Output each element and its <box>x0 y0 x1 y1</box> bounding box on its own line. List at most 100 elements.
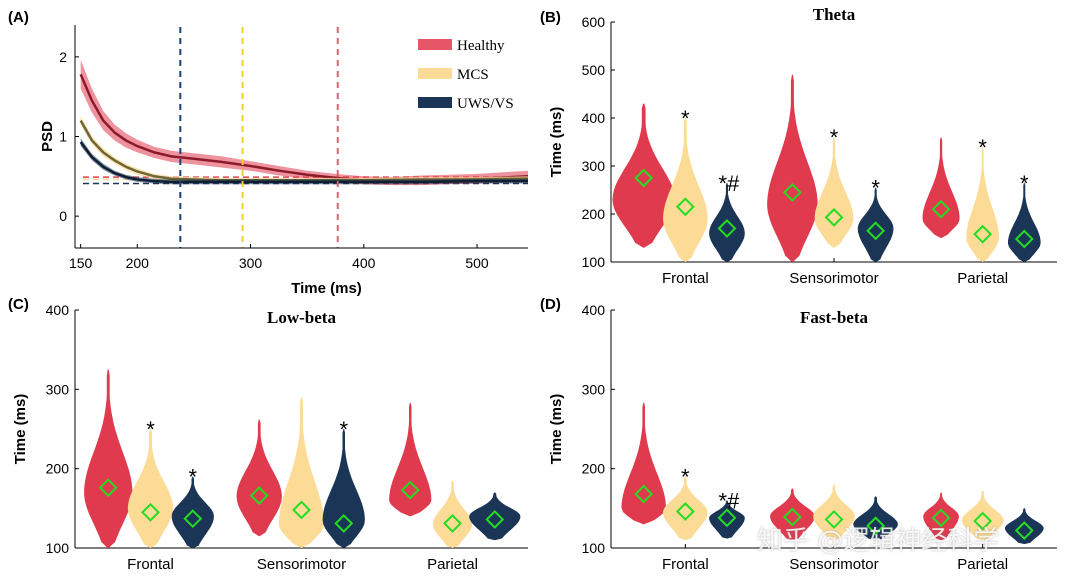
violin-uws <box>857 187 894 262</box>
y-tick-label: 100 <box>46 540 70 556</box>
y-tick-label: 0 <box>59 208 67 224</box>
category-label-frontal: Frontal <box>662 270 709 287</box>
mean-marker <box>141 502 160 522</box>
violin-healthy <box>621 402 666 525</box>
y-axis-label: Time (ms) <box>12 394 29 465</box>
violin-healthy <box>767 74 818 262</box>
y-tick-label: 400 <box>582 110 606 126</box>
legend-label-uws: UWS/VS <box>457 96 514 112</box>
category-label-parietal: Parietal <box>957 556 1008 573</box>
panel-label-c: (C) <box>8 296 29 313</box>
significance-mark: * <box>871 176 880 201</box>
legend-swatch-mcs <box>418 68 452 79</box>
band-healthy <box>80 60 528 186</box>
violin-uws <box>469 492 521 541</box>
y-tick-label: 200 <box>582 461 606 477</box>
mean-marker <box>717 218 737 238</box>
mean-marker <box>292 500 311 520</box>
panel-title: Theta <box>813 5 856 24</box>
category-label-frontal: Frontal <box>662 556 709 573</box>
violin-healthy <box>612 103 675 248</box>
x-tick-label: 150 <box>69 255 93 271</box>
violin-mcs <box>966 146 999 262</box>
y-tick-label: 600 <box>582 14 606 30</box>
y-tick-label: 100 <box>582 254 606 270</box>
y-tick-label: 300 <box>582 381 606 397</box>
mean-marker <box>866 516 886 536</box>
category-label-parietal: Parietal <box>427 556 478 573</box>
violin-uws <box>171 476 214 548</box>
y-tick-label: 2 <box>59 49 67 65</box>
series-line-healthy <box>79 73 529 183</box>
significance-mark: * <box>681 106 690 131</box>
panel-title: Low-beta <box>267 308 336 327</box>
category-label-frontal: Frontal <box>127 556 174 573</box>
mean-marker <box>485 510 505 529</box>
x-tick-label: 200 <box>126 255 150 271</box>
mean-marker <box>98 478 118 498</box>
y-tick-label: 300 <box>582 158 606 174</box>
violin-uws <box>709 500 745 539</box>
mean-marker <box>1014 521 1034 540</box>
series-line-uws <box>79 141 528 184</box>
mean-marker <box>443 513 462 533</box>
significance-mark: * <box>339 417 348 442</box>
legend-label-mcs: MCS <box>457 67 489 83</box>
y-axis-label: Time (ms) <box>548 107 565 178</box>
y-tick-label: 300 <box>46 381 70 397</box>
violin-mcs <box>961 490 1004 541</box>
mean-marker <box>675 502 695 521</box>
violin-mcs <box>814 137 854 248</box>
mean-marker <box>824 510 844 529</box>
significance-mark: * <box>978 135 987 160</box>
mean-marker <box>183 509 203 529</box>
watermark-text: 知乎 @逻辑神经科学 <box>757 526 1000 556</box>
category-label-sensorimotor: Sensorimotor <box>789 556 878 573</box>
y-tick-label: 400 <box>582 302 606 318</box>
significance-mark: * <box>681 465 690 490</box>
significance-mark: *# <box>719 488 741 513</box>
y-tick-label: 500 <box>582 62 606 78</box>
y-tick-label: 100 <box>582 540 606 556</box>
violin-healthy <box>389 402 432 517</box>
mean-marker <box>782 507 802 527</box>
significance-mark: * <box>830 125 839 150</box>
band-uws <box>80 138 528 185</box>
violin-uws <box>709 182 745 262</box>
mean-marker <box>400 480 420 500</box>
violin-uws <box>1005 508 1044 544</box>
x-tick-label: 500 <box>465 255 489 271</box>
violin-healthy <box>84 369 133 548</box>
y-tick-label: 200 <box>46 461 70 477</box>
panel-label-b: (B) <box>540 9 561 26</box>
category-label-sensorimotor: Sensorimotor <box>257 556 346 573</box>
y-tick-label: 1 <box>59 129 67 145</box>
violin-uws <box>322 429 365 548</box>
violin-mcs <box>278 397 325 548</box>
x-tick-label: 400 <box>352 255 376 271</box>
significance-mark: * <box>146 417 155 442</box>
panel-title: Fast-beta <box>800 308 868 327</box>
legend-swatch-healthy <box>418 39 452 50</box>
y-axis-label: PSD <box>39 121 56 152</box>
mean-marker <box>675 197 695 217</box>
legend-label-healthy: Healthy <box>457 38 505 54</box>
legend-swatch-uws <box>418 97 452 108</box>
panel-label-d: (D) <box>540 296 561 313</box>
x-axis-label: Time (ms) <box>291 280 362 297</box>
category-label-sensorimotor: Sensorimotor <box>789 270 878 287</box>
y-tick-label: 200 <box>582 206 606 222</box>
y-tick-label: 400 <box>46 302 70 318</box>
mean-marker <box>634 484 654 504</box>
mean-marker <box>931 508 951 528</box>
mean-marker <box>824 207 844 227</box>
panel-label-a: (A) <box>8 9 29 26</box>
category-label-parietal: Parietal <box>957 270 1008 287</box>
mean-marker <box>931 199 951 219</box>
mean-marker <box>334 513 354 533</box>
violin-healthy <box>923 492 959 541</box>
mean-marker <box>973 224 993 244</box>
mean-marker <box>866 221 886 241</box>
mean-marker <box>973 511 993 531</box>
